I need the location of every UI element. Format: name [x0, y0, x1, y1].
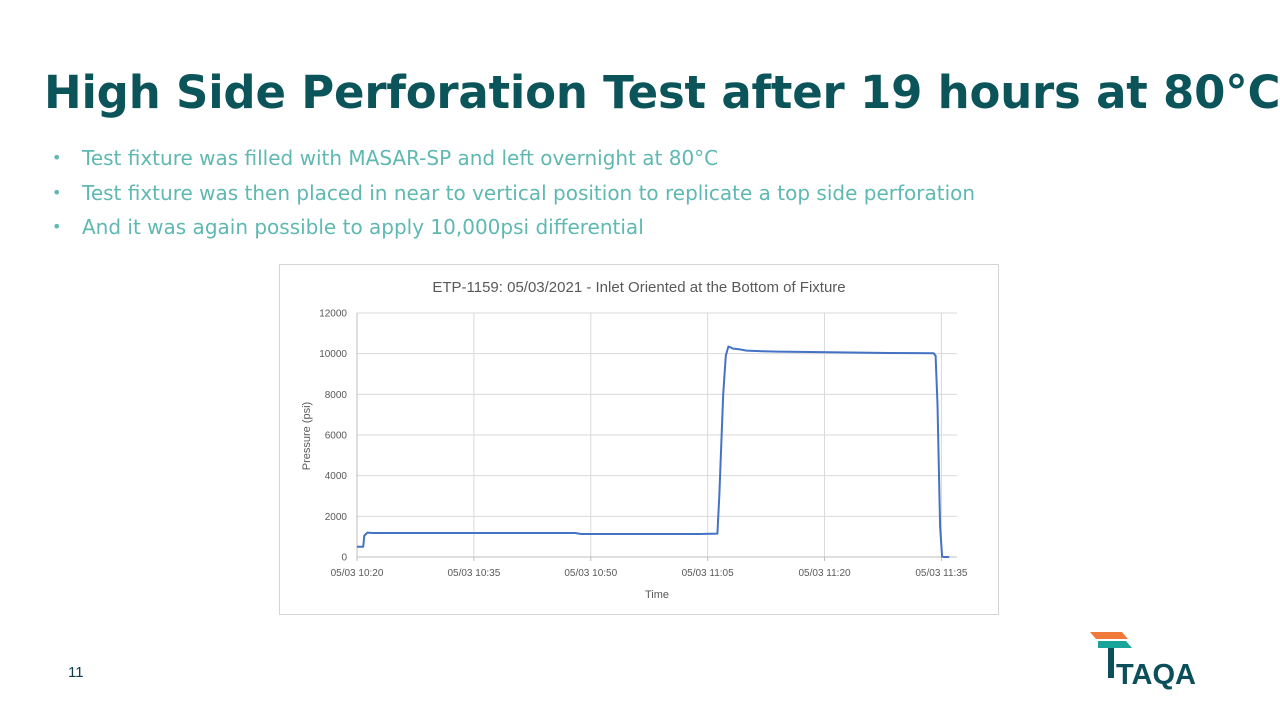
- pressure-series-line: [357, 345, 950, 558]
- y-tick-label: 10000: [319, 349, 347, 360]
- y-axis-title: Pressure (psi): [301, 402, 313, 470]
- bullet-dot-icon: •: [52, 217, 62, 236]
- logo-wordmark: TAQA: [1116, 659, 1196, 690]
- y-tick-label: 4000: [325, 471, 348, 482]
- bullet-text: Test fixture was filled with MASAR-SP an…: [82, 146, 719, 170]
- chart-grid: [356, 312, 957, 561]
- bullet-item: • Test fixture was then placed in near to…: [52, 176, 975, 211]
- bullet-item: • Test fixture was filled with MASAR-SP a…: [52, 141, 975, 176]
- chart-title: ETP-1159: 05/03/2021 - Inlet Oriented at…: [432, 279, 845, 296]
- logo-teal-bar: [1098, 641, 1132, 648]
- x-tick-label: 05/03 10:35: [447, 568, 500, 579]
- bullet-list: • Test fixture was filled with MASAR-SP a…: [52, 141, 975, 245]
- bullet-text: And it was again possible to apply 10,00…: [82, 215, 644, 239]
- x-axis-title: Time: [645, 589, 669, 601]
- chart-ticks: 0 2000 4000 6000 8000 10000 12000 05/03 10:20 05…: [319, 309, 968, 580]
- y-tick-label: 6000: [325, 431, 348, 442]
- x-tick-label: 05/03 10:50: [564, 568, 617, 579]
- logo-stem: [1108, 648, 1114, 678]
- x-tick-label: 05/03 11:35: [915, 568, 968, 579]
- x-tick-label: 05/03 11:05: [682, 568, 735, 579]
- y-tick-label: 2000: [325, 512, 348, 523]
- y-tick-label: 0: [341, 553, 347, 564]
- bullet-item: • And it was again possible to apply 10,0…: [52, 210, 975, 245]
- page-number: 11: [68, 664, 84, 681]
- x-tick-label: 05/03 11:20: [798, 568, 851, 579]
- taqa-logo: TAQA: [1090, 632, 1196, 690]
- logo-orange-bar: [1090, 632, 1128, 639]
- x-tick-label: 05/03 10:20: [331, 568, 384, 579]
- bullet-dot-icon: •: [52, 182, 62, 202]
- bullet-text: Test fixture was then placed in near to …: [82, 180, 976, 205]
- chart-series: [357, 345, 950, 558]
- chart-canvas: ETP-1159: 05/03/2021 - Inlet Oriented at…: [301, 279, 968, 601]
- slide-title: High Side Perforation Test after 19 hour…: [44, 66, 1280, 119]
- bullet-dot-icon: •: [52, 148, 62, 167]
- y-tick-label: 12000: [319, 309, 347, 320]
- pressure-chart: ETP-1159: 05/03/2021 - Inlet Oriented at…: [279, 264, 999, 615]
- y-tick-label: 8000: [325, 390, 348, 401]
